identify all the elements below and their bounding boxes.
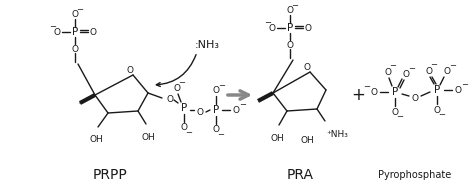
Text: O: O — [54, 28, 61, 36]
Text: −: − — [449, 62, 456, 70]
Text: O: O — [371, 87, 377, 96]
FancyArrowPatch shape — [156, 55, 196, 87]
Text: O: O — [90, 28, 97, 36]
Text: PRPP: PRPP — [92, 168, 128, 182]
Text: +: + — [351, 86, 365, 104]
Text: −: − — [462, 80, 468, 90]
Text: O: O — [286, 6, 293, 15]
Text: O: O — [212, 86, 219, 95]
Text: −: − — [409, 65, 416, 74]
Text: O: O — [166, 95, 173, 104]
Text: −: − — [239, 100, 246, 109]
Text: −: − — [219, 82, 226, 91]
Text: O: O — [127, 66, 134, 74]
Text: P: P — [181, 103, 187, 113]
Text: −: − — [292, 2, 299, 11]
Text: O: O — [233, 105, 239, 114]
Text: O: O — [181, 124, 188, 133]
Text: Pyrophosphate: Pyrophosphate — [378, 170, 452, 180]
Text: O: O — [286, 40, 293, 49]
Text: −: − — [430, 61, 438, 70]
Text: P: P — [434, 85, 440, 95]
Text: −: − — [185, 129, 192, 138]
Text: O: O — [444, 66, 450, 75]
Text: −: − — [179, 79, 185, 87]
Text: P: P — [392, 87, 398, 97]
Text: O: O — [411, 94, 419, 103]
Text: O: O — [434, 105, 440, 114]
Text: O: O — [455, 86, 462, 95]
Text: −: − — [364, 83, 371, 91]
Text: O: O — [392, 108, 399, 117]
Text: P: P — [287, 23, 293, 33]
Text: O: O — [197, 108, 203, 117]
Text: −: − — [218, 130, 225, 139]
Text: −: − — [396, 112, 403, 121]
Text: −: − — [438, 111, 446, 120]
Text: O: O — [72, 10, 79, 19]
Text: ⁺NH₃: ⁺NH₃ — [326, 130, 348, 139]
Text: O: O — [212, 125, 219, 134]
Text: O: O — [72, 45, 79, 53]
Text: O: O — [173, 83, 181, 92]
Text: −: − — [390, 62, 396, 70]
Text: O: O — [304, 23, 311, 32]
Text: O: O — [384, 67, 392, 77]
Text: O: O — [303, 62, 310, 71]
Text: OH: OH — [300, 136, 314, 145]
Text: O: O — [402, 70, 410, 79]
Text: O: O — [268, 23, 275, 32]
Text: P: P — [72, 27, 78, 37]
Text: −: − — [76, 6, 83, 15]
Text: O: O — [426, 66, 432, 75]
Text: PRA: PRA — [286, 168, 313, 182]
Text: P: P — [213, 105, 219, 115]
Text: OH: OH — [141, 133, 155, 142]
Text: :NH₃: :NH₃ — [195, 40, 220, 50]
Text: −: − — [264, 19, 272, 28]
Text: −: − — [49, 23, 56, 32]
Text: OH: OH — [270, 134, 284, 143]
Text: OH: OH — [89, 135, 103, 144]
